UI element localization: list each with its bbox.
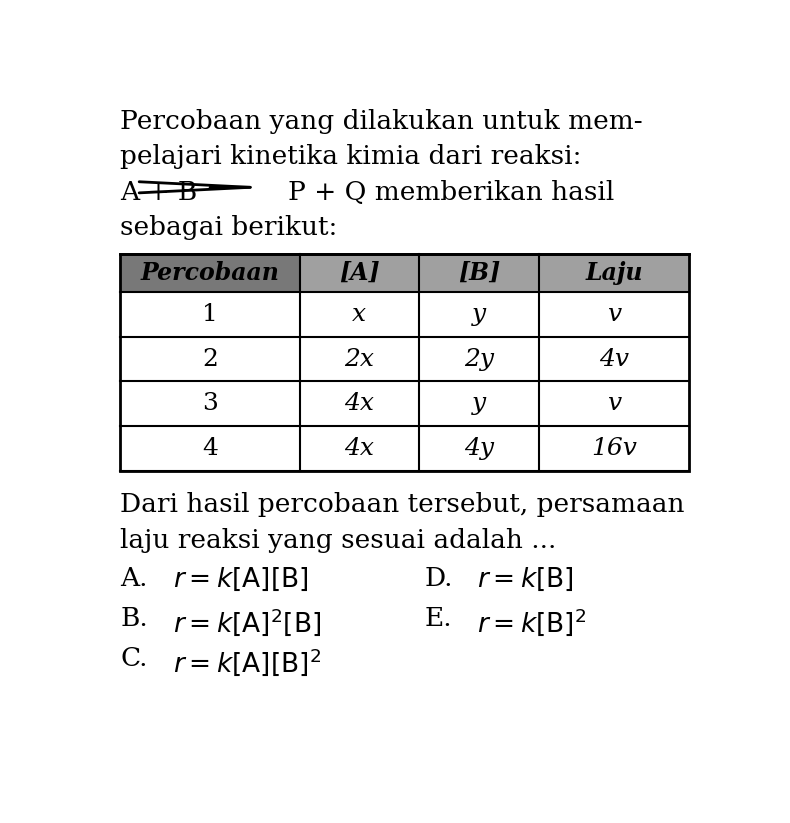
Text: 4: 4 xyxy=(202,437,218,460)
Text: [B]: [B] xyxy=(457,261,500,285)
Text: $r = k[\mathrm{B}]$: $r = k[\mathrm{B}]$ xyxy=(477,566,574,593)
Text: y: y xyxy=(472,303,486,326)
Bar xyxy=(120,292,690,337)
Text: laju reaksi yang sesuai adalah ...: laju reaksi yang sesuai adalah ... xyxy=(120,528,557,553)
Text: Percobaan yang dilakukan untuk mem-: Percobaan yang dilakukan untuk mem- xyxy=(120,109,643,134)
Text: A + B: A + B xyxy=(120,179,198,205)
Text: 2: 2 xyxy=(202,347,218,370)
Bar xyxy=(419,253,539,292)
Bar xyxy=(120,426,690,471)
Bar xyxy=(120,253,690,471)
Text: 4v: 4v xyxy=(599,347,629,370)
Text: D.: D. xyxy=(424,566,453,591)
Text: P + Q memberikan hasil: P + Q memberikan hasil xyxy=(288,179,614,205)
Text: x: x xyxy=(352,303,367,326)
Text: y: y xyxy=(472,393,486,415)
Text: Percobaan: Percobaan xyxy=(141,261,280,285)
Text: 2x: 2x xyxy=(344,347,374,370)
Text: B.: B. xyxy=(120,607,149,631)
Text: $r = k[\mathrm{B}]^2$: $r = k[\mathrm{B}]^2$ xyxy=(477,607,586,638)
Text: 16v: 16v xyxy=(591,437,637,460)
Bar xyxy=(299,253,419,292)
Text: pelajari kinetika kimia dari reaksi:: pelajari kinetika kimia dari reaksi: xyxy=(120,144,582,170)
Text: 4x: 4x xyxy=(344,393,374,415)
Bar xyxy=(120,381,690,426)
Text: 4y: 4y xyxy=(464,437,494,460)
Text: $r = k[\mathrm{A}][\mathrm{B}]^2$: $r = k[\mathrm{A}][\mathrm{B}]^2$ xyxy=(173,646,322,678)
Text: Dari hasil percobaan tersebut, persamaan: Dari hasil percobaan tersebut, persamaan xyxy=(120,492,685,517)
Text: C.: C. xyxy=(120,646,148,672)
Text: Laju: Laju xyxy=(585,261,643,285)
Text: 2y: 2y xyxy=(464,347,494,370)
Text: $r = k[\mathrm{A}][\mathrm{B}]$: $r = k[\mathrm{A}][\mathrm{B}]$ xyxy=(173,566,309,593)
Text: $r = k[\mathrm{A}]^2[\mathrm{B}]$: $r = k[\mathrm{A}]^2[\mathrm{B}]$ xyxy=(173,607,322,638)
Text: sebagai berikut:: sebagai berikut: xyxy=(120,215,338,240)
Bar xyxy=(120,337,690,381)
Text: 3: 3 xyxy=(202,393,218,415)
Text: [A]: [A] xyxy=(339,261,380,285)
Bar xyxy=(120,253,299,292)
Text: 1: 1 xyxy=(202,303,218,326)
Text: v: v xyxy=(607,303,621,326)
Bar xyxy=(539,253,690,292)
Text: v: v xyxy=(607,393,621,415)
Text: 4x: 4x xyxy=(344,437,374,460)
Text: E.: E. xyxy=(424,607,452,631)
Text: A.: A. xyxy=(120,566,148,591)
